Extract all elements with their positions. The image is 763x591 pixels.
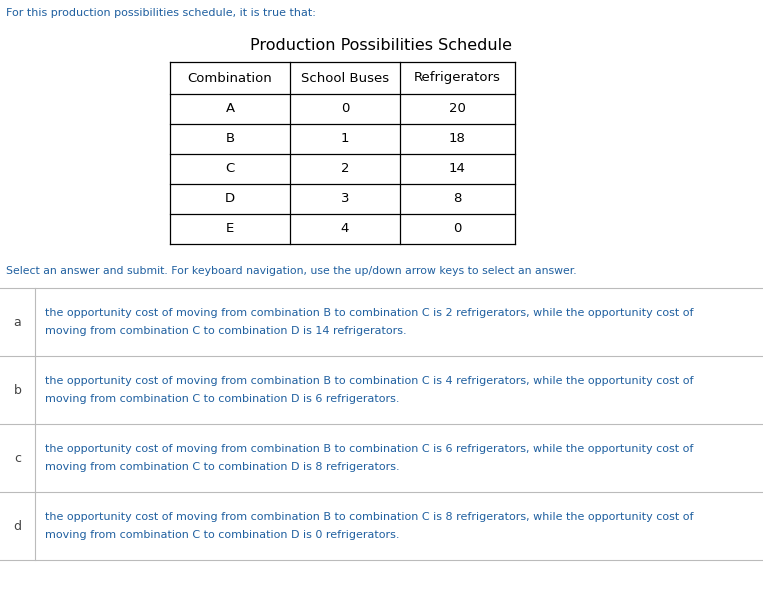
Text: 0: 0: [453, 222, 462, 235]
Text: 20: 20: [449, 102, 466, 115]
Text: b: b: [14, 384, 21, 397]
Text: moving from combination C to combination D is 8 refrigerators.: moving from combination C to combination…: [45, 462, 400, 472]
Text: 0: 0: [341, 102, 349, 115]
Text: the opportunity cost of moving from combination B to combination C is 2 refriger: the opportunity cost of moving from comb…: [45, 308, 694, 318]
Text: moving from combination C to combination D is 6 refrigerators.: moving from combination C to combination…: [45, 394, 400, 404]
Text: moving from combination C to combination D is 0 refrigerators.: moving from combination C to combination…: [45, 530, 400, 540]
Text: 8: 8: [453, 193, 462, 206]
Text: Combination: Combination: [188, 72, 272, 85]
Text: 18: 18: [449, 132, 466, 145]
Text: d: d: [14, 519, 21, 532]
Text: Production Possibilities Schedule: Production Possibilities Schedule: [250, 38, 513, 53]
Text: moving from combination C to combination D is 14 refrigerators.: moving from combination C to combination…: [45, 326, 407, 336]
Text: the opportunity cost of moving from combination B to combination C is 8 refriger: the opportunity cost of moving from comb…: [45, 512, 694, 522]
Text: School Buses: School Buses: [301, 72, 389, 85]
Text: 4: 4: [341, 222, 349, 235]
Text: B: B: [225, 132, 234, 145]
Text: the opportunity cost of moving from combination B to combination C is 4 refriger: the opportunity cost of moving from comb…: [45, 376, 694, 386]
Text: 3: 3: [341, 193, 349, 206]
Text: C: C: [225, 163, 235, 176]
Text: E: E: [226, 222, 234, 235]
Text: D: D: [225, 193, 235, 206]
Text: Refrigerators: Refrigerators: [414, 72, 501, 85]
Text: 1: 1: [341, 132, 349, 145]
Text: the opportunity cost of moving from combination B to combination C is 6 refriger: the opportunity cost of moving from comb…: [45, 444, 694, 454]
Text: c: c: [14, 452, 21, 465]
Text: 14: 14: [449, 163, 466, 176]
Text: a: a: [14, 316, 21, 329]
Text: For this production possibilities schedule, it is true that:: For this production possibilities schedu…: [6, 8, 316, 18]
Text: Select an answer and submit. For keyboard navigation, use the up/down arrow keys: Select an answer and submit. For keyboar…: [6, 266, 577, 276]
Text: A: A: [225, 102, 234, 115]
Text: 2: 2: [341, 163, 349, 176]
